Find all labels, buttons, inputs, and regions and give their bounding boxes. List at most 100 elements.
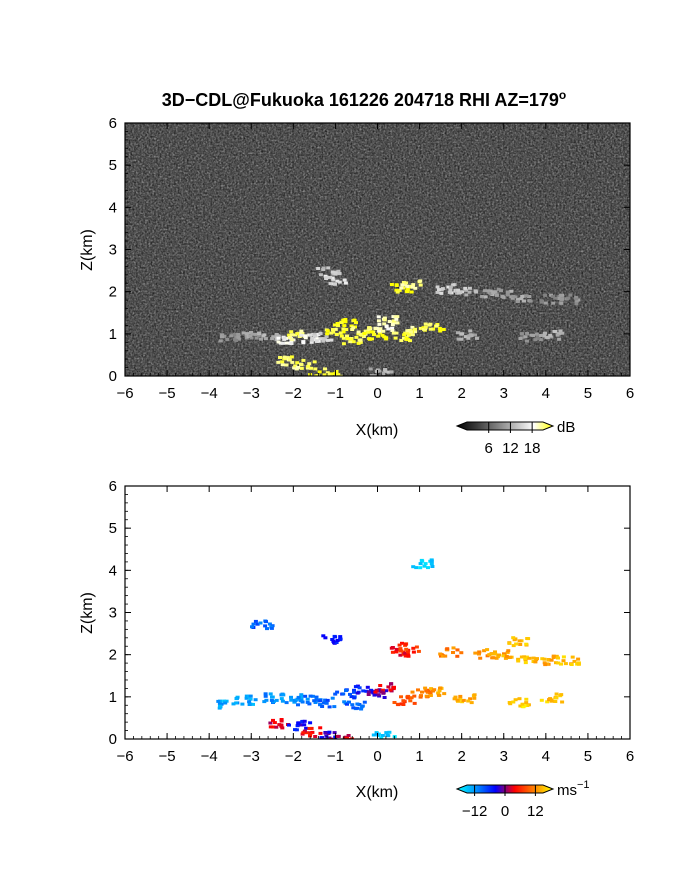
y-tick-label: 0	[109, 368, 117, 385]
colorbar-unit: ms−1	[557, 779, 590, 799]
y-tick-label: 6	[109, 115, 117, 132]
echo-cell	[516, 655, 539, 665]
x-tick-label: 3	[500, 748, 508, 765]
x-tick-label: −3	[243, 748, 260, 765]
echo-cell	[376, 315, 400, 326]
y-axis-label: Z(km)	[79, 592, 96, 634]
x-tick-label: 0	[373, 748, 381, 765]
echo-cell	[292, 358, 317, 371]
x-tick-label: −5	[159, 385, 176, 402]
echo-cell	[556, 655, 581, 666]
x-tick-label: −2	[285, 748, 302, 765]
echo-cell	[392, 694, 417, 707]
echo-cell	[333, 688, 357, 700]
chart-title: 3D−CDL@Fukuoka 161226 204718 RHI AZ=179o	[162, 88, 566, 110]
x-tick-label: −2	[285, 385, 302, 402]
echo-cell	[399, 279, 423, 290]
x-axis-label: X(km)	[356, 784, 399, 801]
y-tick-label: 3	[109, 242, 117, 259]
x-tick-label: −1	[327, 748, 344, 765]
echo-cell	[452, 693, 477, 705]
x-tick-label: 2	[457, 385, 465, 402]
echo-cell	[216, 699, 240, 710]
echo-cell	[218, 333, 241, 343]
echo-layer	[218, 266, 581, 376]
echo-layer	[216, 558, 581, 739]
x-tick-label: 6	[626, 385, 634, 402]
echo-cell	[300, 726, 323, 738]
y-tick-label: 5	[109, 157, 117, 174]
colorbar-tick-label: 0	[501, 803, 509, 820]
x-tick-label: −4	[201, 748, 218, 765]
x-tick-label: 1	[415, 385, 423, 402]
echo-cell	[323, 274, 348, 286]
x-tick-label: 6	[626, 748, 634, 765]
colorbar-bar	[455, 421, 555, 431]
colorbar-tick-label: 18	[524, 440, 541, 457]
x-axis-label: X(km)	[356, 422, 399, 439]
x-tick-label: −1	[327, 385, 344, 402]
x-tick-label: 5	[584, 385, 592, 402]
colorbar: −12 0 12 ms−1	[455, 779, 590, 820]
echo-cell	[308, 332, 334, 343]
y-tick-label: 5	[109, 520, 117, 537]
echo-cell	[321, 634, 343, 645]
echo-cell	[539, 692, 565, 704]
echo-cell	[456, 329, 479, 341]
echo-cell	[411, 558, 435, 570]
x-tick-label: 2	[457, 748, 465, 765]
echo-cell	[312, 696, 337, 709]
echo-cell	[316, 266, 342, 277]
x-tick-label: −6	[116, 385, 133, 402]
echo-cell	[276, 355, 300, 367]
colorbar-tick-label: 6	[485, 440, 493, 457]
echo-cell	[389, 646, 411, 658]
echo-cell	[373, 682, 396, 694]
echo-cell	[421, 322, 446, 333]
axis-ticks: −6 −5 −4 −3 −2 −1 0 1 2 3 4 5 6 0 1 2 3 4 5 6	[109, 478, 635, 765]
colorbar-tick-label: 12	[527, 803, 544, 820]
x-tick-label: 3	[500, 385, 508, 402]
echo-cell	[234, 694, 258, 706]
colorbar-tick-label: 12	[502, 440, 519, 457]
y-tick-label: 2	[109, 284, 117, 301]
echo-cell	[324, 327, 349, 338]
echo-cell	[488, 287, 514, 299]
y-tick-label: 6	[109, 478, 117, 495]
echo-cell	[250, 619, 275, 631]
y-tick-label: 2	[109, 647, 117, 664]
echo-cell	[423, 686, 447, 698]
x-tick-label: −5	[159, 748, 176, 765]
x-tick-label: 4	[542, 385, 550, 402]
x-tick-label: 1	[415, 748, 423, 765]
colorbar: 6 12 18 dB	[455, 419, 575, 457]
x-tick-label: 0	[373, 385, 381, 402]
echo-cell	[397, 641, 421, 654]
echo-cell	[287, 719, 313, 732]
x-tick-label: 4	[542, 748, 550, 765]
y-tick-label: 0	[109, 731, 117, 748]
x-tick-label: 5	[584, 748, 592, 765]
echo-cell	[540, 654, 561, 667]
noise-background	[125, 123, 630, 376]
colorbar-unit: dB	[557, 419, 575, 436]
y-tick-label: 3	[109, 605, 117, 622]
y-tick-label: 1	[109, 326, 117, 343]
echo-cell	[295, 694, 320, 707]
echo-cell	[539, 329, 565, 341]
echo-cell	[371, 730, 397, 739]
echo-cell	[518, 331, 543, 343]
y-tick-label: 4	[109, 199, 117, 216]
echo-cell	[405, 325, 428, 337]
echo-cell	[558, 293, 581, 306]
echo-cell	[447, 285, 472, 297]
y-axis-label: Z(km)	[79, 229, 96, 271]
y-tick-label: 1	[109, 689, 117, 706]
x-tick-label: −6	[116, 748, 133, 765]
echo-cell	[342, 700, 367, 711]
x-tick-label: −4	[201, 385, 218, 402]
echo-cell	[507, 636, 531, 648]
